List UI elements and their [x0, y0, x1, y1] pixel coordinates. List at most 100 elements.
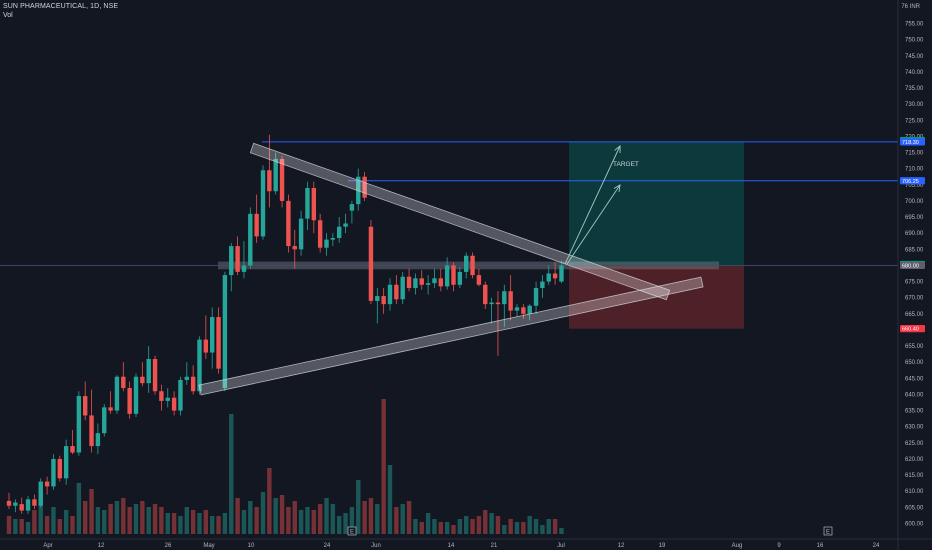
symbol-title[interactable]: SUN PHARMACEUTICAL, 1D, NSE — [3, 3, 119, 10]
candle — [362, 171, 367, 201]
candle-body — [25, 499, 31, 511]
candle — [400, 271, 405, 305]
price-tag-label: 718.30 — [902, 140, 919, 146]
candle — [248, 207, 253, 269]
candle-body — [197, 339, 202, 392]
candle-body — [229, 246, 234, 276]
price-tick-label: 755.00 — [905, 22, 924, 28]
volume-bar — [495, 516, 501, 534]
volume-bar — [57, 519, 62, 534]
volume-bar — [222, 513, 228, 534]
time-tick-label: 26 — [165, 543, 172, 549]
volume-bar — [546, 519, 551, 534]
candle — [521, 304, 526, 319]
candle — [13, 499, 18, 513]
volume-bar — [32, 510, 37, 534]
candle-body — [63, 446, 69, 479]
candle-body — [102, 407, 107, 434]
candle-body — [305, 188, 310, 219]
candle-body — [489, 302, 494, 305]
candle — [216, 307, 221, 374]
volume-bar — [13, 519, 18, 534]
volume-bar — [508, 519, 513, 534]
price-tick-label: 625.00 — [905, 441, 924, 447]
candle — [102, 404, 107, 437]
volume-bar — [413, 519, 418, 534]
price-tick-label: 710.00 — [905, 167, 924, 173]
price-tick-label: 640.00 — [905, 392, 924, 398]
time-tick-label: 14 — [448, 543, 455, 549]
volume-bar — [25, 522, 31, 534]
volume-bar — [248, 501, 253, 534]
volume-bar — [63, 510, 69, 534]
volume-bar — [216, 516, 221, 534]
candle — [337, 217, 342, 243]
candle — [19, 497, 24, 514]
candle-body — [127, 388, 132, 414]
candle — [178, 376, 183, 416]
volume-bar — [83, 501, 88, 534]
candle-body — [406, 276, 412, 289]
price-tick-label: 650.00 — [905, 360, 924, 366]
candle-body — [387, 284, 393, 305]
volume-bar — [19, 519, 24, 534]
volume-bar — [133, 504, 139, 534]
candle — [432, 268, 437, 289]
volume-bar — [533, 519, 539, 534]
candle — [451, 262, 456, 292]
volume-bar — [203, 510, 209, 534]
candle-body — [419, 278, 424, 285]
volume-bar — [102, 510, 107, 534]
candle-body — [495, 302, 501, 305]
price-tick-label: 610.00 — [905, 489, 924, 495]
target-label: TARGET — [613, 161, 639, 168]
candle — [121, 362, 126, 392]
candle-body — [502, 291, 507, 305]
candle-body — [44, 481, 50, 487]
price-tick-label: 605.00 — [905, 505, 924, 511]
candle — [438, 268, 443, 292]
candle — [305, 181, 310, 230]
candle — [559, 260, 564, 284]
candle-body — [508, 291, 513, 311]
price-tick-label: 635.00 — [905, 409, 924, 415]
candle — [108, 391, 113, 414]
candle-body — [298, 218, 304, 250]
volume-bar — [95, 507, 101, 534]
volume-indicator-label[interactable]: Vol — [3, 12, 13, 19]
price-tick-label: 750.00 — [905, 38, 924, 44]
volume-bar — [432, 519, 437, 534]
candle — [470, 252, 475, 279]
price-tag: 706.25 — [900, 177, 925, 185]
volume-bar — [311, 510, 316, 534]
candle — [279, 155, 285, 208]
time-tick-label: Aug — [732, 543, 743, 549]
volume-bar — [152, 504, 158, 534]
candle-body — [552, 273, 558, 279]
volume-bar — [146, 507, 151, 534]
candle-body — [70, 446, 75, 453]
candle — [190, 365, 196, 395]
candle — [273, 152, 278, 195]
candle-body — [190, 376, 196, 392]
candle-body — [89, 415, 94, 447]
candle — [457, 267, 463, 289]
candle — [32, 494, 37, 509]
price-tag: 660.40 — [900, 325, 925, 333]
volume-bar — [451, 525, 456, 534]
candle-body — [546, 273, 551, 282]
price-tick-label: 705.00 — [905, 183, 924, 189]
candle — [425, 275, 431, 295]
candle-body — [57, 458, 62, 479]
volume-bar — [51, 507, 56, 534]
candle — [286, 194, 291, 253]
candle — [267, 134, 272, 208]
event-marker-label: E — [826, 530, 830, 536]
price-tick-label: 620.00 — [905, 457, 924, 463]
candle — [381, 288, 386, 314]
candle — [146, 346, 151, 393]
price-tick-label: 725.00 — [905, 118, 924, 124]
candle-body — [210, 317, 215, 353]
